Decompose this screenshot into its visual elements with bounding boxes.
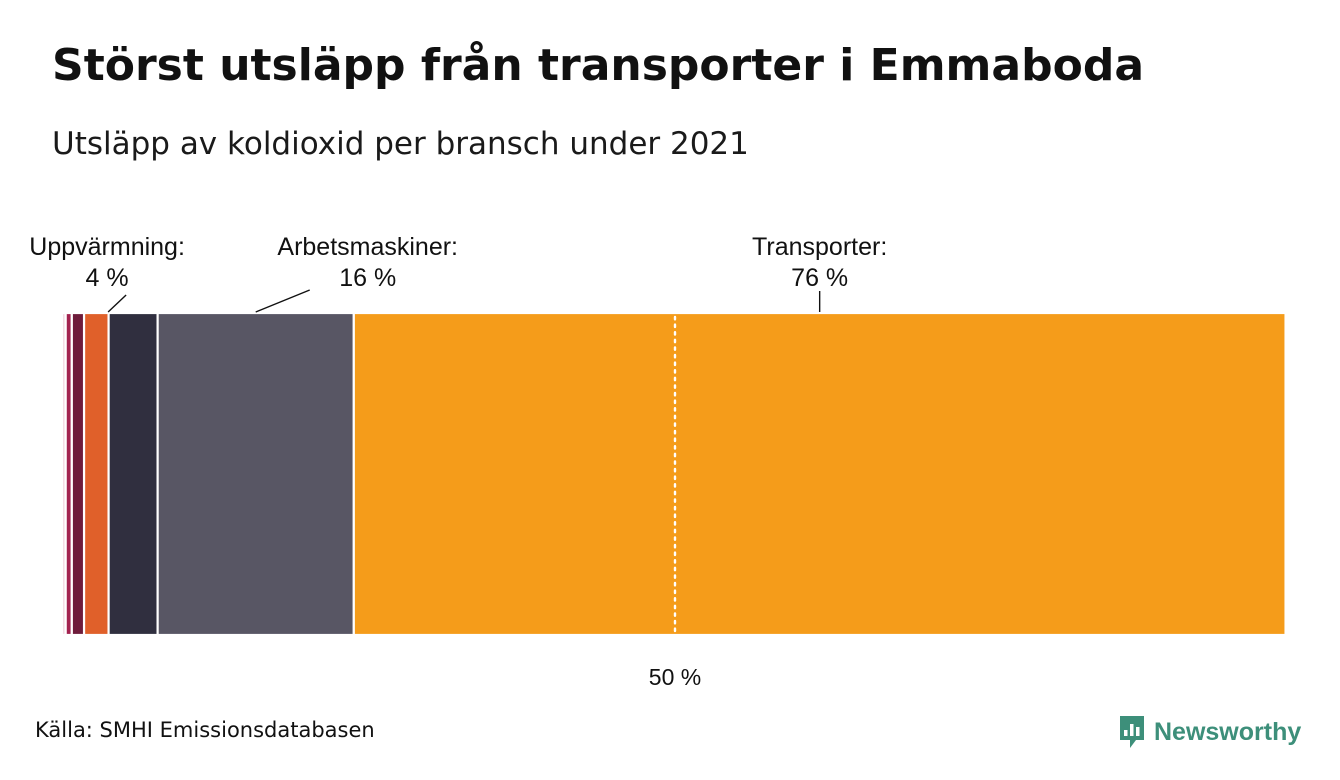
bar-segment-arbetsmaskiner <box>156 311 355 637</box>
bar-segment-minor-4 <box>82 311 110 637</box>
segment-value-transporter: 76 % <box>791 264 848 292</box>
stacked-bar-chart: 50 % Uppvärmning: 4 % Arbetsmaskiner: 16 % T… <box>29 233 1287 690</box>
segment-label-arbetsmaskiner: Arbetsmaskiner: 16 % <box>255 233 458 313</box>
newsworthy-logo-icon <box>1120 716 1144 748</box>
newsworthy-logo: Newsworthy <box>1118 714 1301 750</box>
bar-segment-transporter <box>352 311 1287 637</box>
chart-subtitle: Utsläpp av koldioxid per bransch under 2… <box>52 126 749 162</box>
segment-label-transporter: Transporter: 76 % <box>752 233 887 312</box>
source-note: Källa: SMHI Emissionsdatabasen <box>35 718 375 742</box>
bar-segments <box>60 311 1287 637</box>
segment-label-uppvarmning: Uppvärmning: 4 % <box>29 233 185 313</box>
leader-line-arbetsmaskiner <box>255 289 310 313</box>
reference-line-group: 50 % <box>649 315 701 690</box>
chart-title: Störst utsläpp från transporter i Emmabo… <box>52 40 1145 91</box>
segment-value-arbetsmaskiner: 16 % <box>339 264 396 292</box>
reference-line-label: 50 % <box>649 664 701 690</box>
bar-segment-minor-3 <box>70 311 86 637</box>
segment-labels: Uppvärmning: 4 % Arbetsmaskiner: 16 % Transp… <box>29 233 887 313</box>
leader-line-uppvarmning <box>107 294 127 313</box>
segment-name-arbetsmaskiner: Arbetsmaskiner: <box>277 233 458 261</box>
segment-name-transporter: Transporter: <box>752 233 887 261</box>
newsworthy-logo-text: Newsworthy <box>1154 717 1302 746</box>
bar-segment-uppvarmning <box>107 311 159 637</box>
segment-value-uppvarmning: 4 % <box>86 264 129 292</box>
segment-name-uppvarmning: Uppvärmning: <box>29 233 185 261</box>
